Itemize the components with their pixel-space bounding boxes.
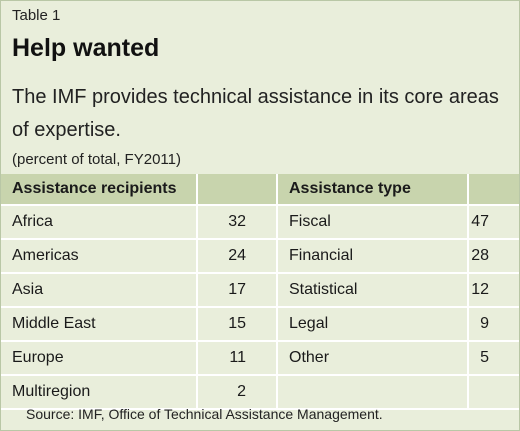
header-assistance-type: Assistance type: [277, 174, 469, 206]
type-name: Other: [277, 341, 469, 376]
recipient-value: 24: [197, 239, 278, 274]
table-row: Europe 11 Other 5: [1, 341, 519, 376]
type-name: [277, 375, 469, 410]
type-value: 12: [468, 273, 519, 308]
table-row: Middle East 15 Legal 9: [1, 307, 519, 342]
recipient-name: Europe: [1, 341, 198, 376]
recipient-value: 32: [197, 205, 278, 240]
type-name: Legal: [277, 307, 469, 342]
recipient-name: Americas: [1, 239, 198, 274]
type-name: Financial: [277, 239, 469, 274]
type-value: 5: [468, 341, 519, 376]
recipient-name: Multiregion: [1, 375, 198, 410]
header-assistance-recipients: Assistance recipients: [1, 174, 198, 206]
type-value: [468, 375, 519, 410]
type-name: Fiscal: [277, 205, 469, 240]
header-type-value: [468, 174, 519, 206]
table-title: Help wanted: [12, 34, 160, 62]
recipient-name: Asia: [1, 273, 198, 308]
type-value: 47: [468, 205, 519, 240]
recipient-name: Africa: [1, 205, 198, 240]
source-note: Source: IMF, Office of Technical Assista…: [26, 406, 383, 422]
recipient-value: 11: [197, 341, 278, 376]
table-header-row: Assistance recipients Assistance type: [1, 174, 519, 206]
recipient-value: 17: [197, 273, 278, 308]
header-recipients-value: [197, 174, 278, 206]
table-subtitle: The IMF provides technical assistance in…: [12, 86, 499, 141]
recipient-value: 15: [197, 307, 278, 342]
table-row: Africa 32 Fiscal 47: [1, 205, 519, 240]
table-row: Asia 17 Statistical 12: [1, 273, 519, 308]
unit-note: (percent of total, FY2011): [12, 151, 181, 168]
table-row: Multiregion 2: [1, 375, 519, 410]
data-table: Assistance recipients Assistance type Af…: [1, 174, 519, 410]
recipient-value: 2: [197, 375, 278, 410]
table-row: Americas 24 Financial 28: [1, 239, 519, 274]
table-label: Table 1: [12, 7, 61, 24]
recipient-name: Middle East: [1, 307, 198, 342]
type-value: 9: [468, 307, 519, 342]
type-value: 28: [468, 239, 519, 274]
type-name: Statistical: [277, 273, 469, 308]
